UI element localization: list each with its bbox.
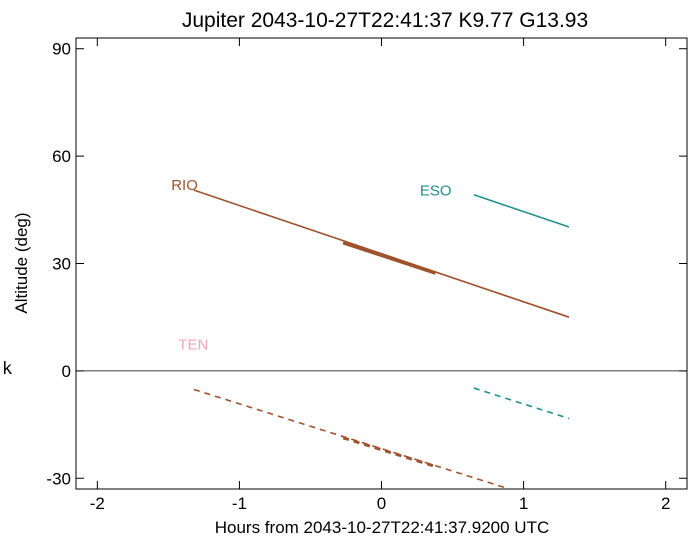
y-tick-label: -30	[46, 469, 71, 488]
y-tick-label: 0	[62, 362, 71, 381]
series-label-rio: RIO	[171, 177, 198, 194]
series-label-ten: TEN	[178, 336, 208, 353]
series-lines	[193, 189, 570, 490]
series-mirror-eso	[473, 387, 570, 420]
series-line-eso	[473, 194, 570, 228]
series-highlight-rio	[342, 241, 437, 275]
plot-frame	[75, 37, 688, 490]
y-tick-label: 30	[52, 255, 71, 274]
y-tick-label: 90	[52, 40, 71, 59]
axis-ticks: -2 -1 0 1 2 -30 0 30 60 90	[46, 38, 687, 513]
stray-text: k	[2, 359, 12, 379]
x-tick-label: -1	[232, 494, 247, 513]
series-mirror-highlight-rio	[342, 436, 436, 468]
x-tick-label: 2	[661, 494, 670, 513]
x-tick-label: 1	[519, 494, 528, 513]
x-tick-label: 0	[377, 494, 386, 513]
y-axis-label: Altitude (deg)	[12, 212, 31, 313]
chart-title: Jupiter 2043-10-27T22:41:37 K9.77 G13.93	[182, 9, 588, 32]
y-tick-label: 60	[52, 147, 71, 166]
series-label-eso: ESO	[420, 182, 452, 199]
series-mirror-rio	[193, 388, 510, 490]
x-tick-label: -2	[90, 494, 105, 513]
x-axis-label: Hours from 2043-10-27T22:41:37.9200 UTC	[215, 518, 550, 537]
series-labels: RIO ESO TEN	[171, 177, 451, 353]
